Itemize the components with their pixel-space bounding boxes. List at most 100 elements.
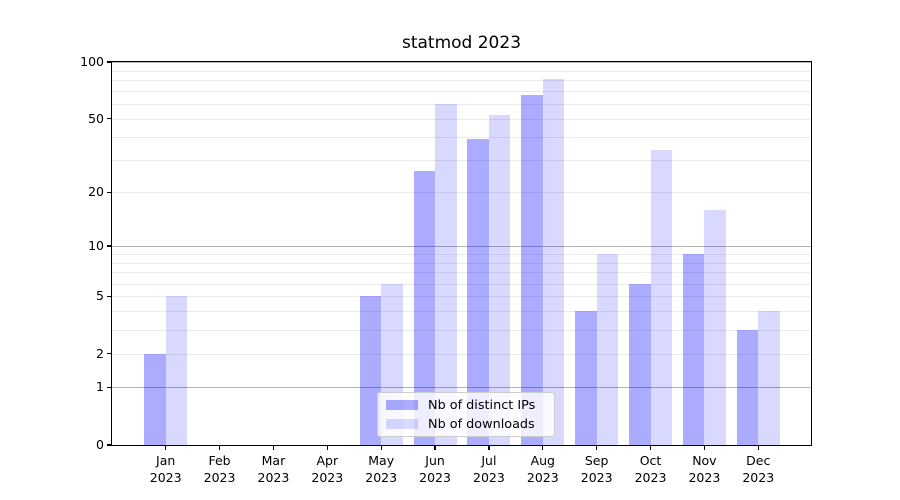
bar-distinct-ips-dec xyxy=(736,329,759,445)
gridline-minor-2 xyxy=(112,353,811,355)
y-tick-label-20: 20 xyxy=(88,184,104,200)
month-name: Jan xyxy=(156,453,176,468)
month-year: 2023 xyxy=(634,469,667,485)
month-name: May xyxy=(368,453,395,468)
month-name: Oct xyxy=(639,453,662,468)
gridline-minor-3 xyxy=(112,329,811,331)
bar-distinct-ips-oct xyxy=(629,283,651,445)
bar-distinct-ips-jul xyxy=(467,138,489,445)
gridline-minor-30 xyxy=(112,160,811,161)
month-year: 2023 xyxy=(311,469,344,485)
y-tick-20 xyxy=(107,191,111,193)
x-tick-dec xyxy=(757,446,759,450)
bar-downloads-sep xyxy=(596,253,619,445)
month-year: 2023 xyxy=(365,469,398,485)
legend-label-downloads: Nb of downloads xyxy=(428,416,535,432)
legend: Nb of distinct IPs Nb of downloads xyxy=(377,392,555,437)
gridline-minor-4 xyxy=(112,311,811,313)
x-tick-label-aug: Aug 2023 xyxy=(511,453,575,486)
gridline-minor-80 xyxy=(112,80,811,82)
month-year: 2023 xyxy=(419,469,451,485)
spine-right xyxy=(811,61,813,446)
gridline-minor-6 xyxy=(112,283,811,285)
month-name: Mar xyxy=(261,453,286,468)
x-tick-apr xyxy=(326,446,328,450)
y-tick-label-100: 100 xyxy=(80,53,104,69)
gridline-major-100 xyxy=(112,61,811,63)
x-tick-label-jun: Jun 2023 xyxy=(403,453,467,486)
month-year: 2023 xyxy=(473,469,505,485)
bar-distinct-ips-may xyxy=(359,296,382,445)
bar-downloads-jul xyxy=(488,115,511,445)
x-tick-label-may: May 2023 xyxy=(349,453,413,486)
gridline-minor-70 xyxy=(112,91,811,93)
legend-item-distinct-ips: Nb of distinct IPs xyxy=(386,398,546,413)
y-tick-label-10: 10 xyxy=(88,237,104,253)
month-name: Dec xyxy=(746,453,771,468)
y-tick-10 xyxy=(107,245,111,247)
y-tick-label-0: 0 xyxy=(96,437,104,452)
spine-top xyxy=(111,61,812,63)
bar-downloads-jan xyxy=(165,296,188,445)
month-name: Aug xyxy=(530,453,555,468)
legend-item-downloads: Nb of downloads xyxy=(386,417,546,432)
month-name: Jun xyxy=(425,453,445,468)
bar-downloads-jun xyxy=(435,103,457,445)
x-tick-jan xyxy=(165,446,167,450)
x-tick-may xyxy=(380,446,382,450)
y-tick-label-1: 1 xyxy=(96,379,104,395)
chart-title: statmod 2023 xyxy=(401,33,522,53)
bar-downloads-nov xyxy=(704,209,726,445)
y-tick-label-5: 5 xyxy=(96,288,104,304)
month-year: 2023 xyxy=(257,469,290,485)
gridline-minor-40 xyxy=(112,136,811,138)
gridline-minor-7 xyxy=(112,272,811,274)
y-tick-100 xyxy=(107,61,111,63)
spine-bottom xyxy=(111,445,812,447)
gridline-minor-9 xyxy=(112,253,811,255)
y-tick-50 xyxy=(107,118,111,120)
x-tick-label-jan: Jan 2023 xyxy=(134,453,198,486)
x-tick-oct xyxy=(649,446,652,450)
month-year: 2023 xyxy=(580,469,613,485)
y-tick-2 xyxy=(107,353,111,355)
x-tick-label-nov: Nov 2023 xyxy=(672,453,736,486)
month-year: 2023 xyxy=(149,469,182,485)
gridline-minor-90 xyxy=(112,70,811,72)
month-year: 2023 xyxy=(742,469,775,485)
bar-downloads-oct xyxy=(650,149,673,445)
month-year: 2023 xyxy=(688,469,721,485)
x-tick-label-dec: Dec 2023 xyxy=(726,453,790,486)
bar-distinct-ips-aug xyxy=(521,94,543,445)
bar-distinct-ips-sep xyxy=(575,311,597,445)
x-tick-label-oct: Oct 2023 xyxy=(619,453,683,486)
x-tick-nov xyxy=(703,446,706,450)
x-tick-jun xyxy=(434,446,436,450)
gridline-minor-60 xyxy=(112,103,811,105)
legend-swatch-downloads xyxy=(386,419,418,429)
bar-distinct-ips-jun xyxy=(413,171,436,445)
x-tick-label-feb: Feb 2023 xyxy=(188,453,252,486)
month-name: Feb xyxy=(208,453,231,468)
month-year: 2023 xyxy=(203,469,236,485)
x-tick-mar xyxy=(272,446,275,450)
gridline-major-1 xyxy=(112,387,811,389)
y-tick-label-50: 50 xyxy=(88,110,104,126)
month-name: Nov xyxy=(692,453,717,468)
bar-distinct-ips-jan xyxy=(144,353,166,445)
plot-area xyxy=(112,61,811,445)
month-name: Sep xyxy=(584,453,609,468)
y-tick-label-2: 2 xyxy=(96,345,104,361)
x-tick-feb xyxy=(218,446,221,450)
legend-label-distinct-ips: Nb of distinct IPs xyxy=(428,397,536,413)
gridline-minor-50 xyxy=(112,118,811,120)
y-tick-5 xyxy=(107,295,111,297)
legend-swatch-distinct-ips xyxy=(386,400,418,410)
y-tick-1 xyxy=(107,386,111,389)
spine-left xyxy=(111,61,113,446)
month-year: 2023 xyxy=(526,469,559,485)
gridline-minor-8 xyxy=(112,262,811,264)
bar-downloads-dec xyxy=(758,311,780,445)
month-name: Jul xyxy=(481,453,497,468)
